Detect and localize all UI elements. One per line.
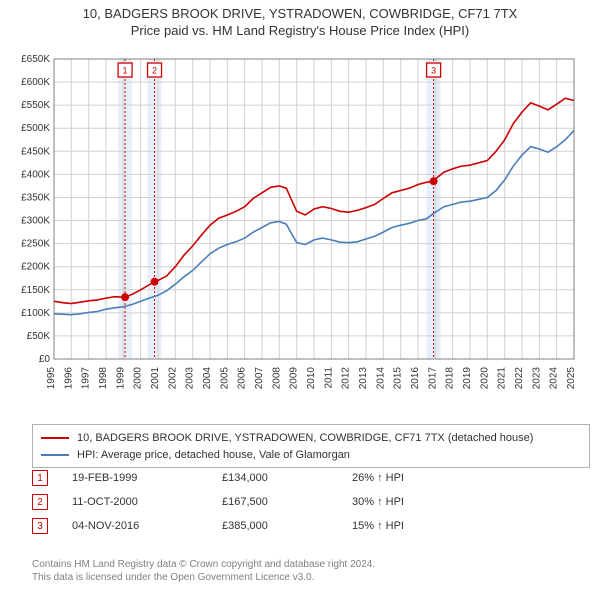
sale-badge-3: 3: [32, 518, 48, 534]
legend-swatch-property: [41, 437, 69, 439]
svg-text:2019: 2019: [462, 367, 473, 390]
title-line-1: 10, BADGERS BROOK DRIVE, YSTRADOWEN, COW…: [10, 6, 590, 21]
svg-text:£350K: £350K: [21, 192, 50, 203]
legend-label-hpi: HPI: Average price, detached house, Vale…: [77, 449, 350, 461]
svg-text:£550K: £550K: [21, 100, 50, 111]
legend-row-property: 10, BADGERS BROOK DRIVE, YSTRADOWEN, COW…: [41, 429, 581, 446]
svg-text:2011: 2011: [323, 367, 334, 389]
svg-text:3: 3: [431, 66, 436, 76]
legend-label-property: 10, BADGERS BROOK DRIVE, YSTRADOWEN, COW…: [77, 432, 533, 444]
legend-box: 10, BADGERS BROOK DRIVE, YSTRADOWEN, COW…: [32, 424, 590, 468]
svg-text:2000: 2000: [133, 367, 144, 390]
svg-text:2001: 2001: [150, 367, 161, 390]
chart-title-block: 10, BADGERS BROOK DRIVE, YSTRADOWEN, COW…: [0, 0, 600, 40]
sale-price-3: £385,000: [222, 520, 352, 532]
sale-pct-3: 15% ↑ HPI: [352, 520, 472, 532]
footer-line-2: This data is licensed under the Open Gov…: [32, 571, 590, 584]
footer-line-1: Contains HM Land Registry data © Crown c…: [32, 558, 590, 571]
svg-text:£400K: £400K: [21, 169, 50, 180]
price-chart: £0 £50K £100K £150K £200K £250K £300K £350K £400…: [10, 52, 580, 416]
svg-text:2025: 2025: [566, 367, 577, 390]
svg-text:2003: 2003: [185, 367, 196, 390]
svg-text:2: 2: [152, 66, 157, 76]
svg-text:£200K: £200K: [21, 262, 50, 273]
sale-date-3: 04-NOV-2016: [72, 520, 222, 532]
chart-svg: £0 £50K £100K £150K £200K £250K £300K £350K £400…: [10, 52, 580, 416]
sales-row-1: 1 19-FEB-1999 £134,000 26% ↑ HPI: [32, 466, 590, 490]
svg-text:1999: 1999: [115, 367, 126, 390]
title-line-2: Price paid vs. HM Land Registry's House …: [10, 23, 590, 38]
svg-text:£100K: £100K: [21, 308, 50, 319]
svg-text:2015: 2015: [393, 367, 404, 390]
svg-text:£500K: £500K: [21, 123, 50, 134]
sales-row-3: 3 04-NOV-2016 £385,000 15% ↑ HPI: [32, 514, 590, 538]
svg-text:2009: 2009: [289, 367, 300, 390]
sale-date-1: 19-FEB-1999: [72, 472, 222, 484]
svg-text:2010: 2010: [306, 367, 317, 390]
svg-text:£0: £0: [39, 354, 51, 365]
sales-row-2: 2 11-OCT-2000 £167,500 30% ↑ HPI: [32, 490, 590, 514]
svg-text:£600K: £600K: [21, 77, 50, 88]
sale-date-2: 11-OCT-2000: [72, 496, 222, 508]
svg-text:2012: 2012: [341, 367, 352, 390]
svg-text:2005: 2005: [219, 367, 230, 390]
legend-swatch-hpi: [41, 454, 69, 456]
sale-pct-1: 26% ↑ HPI: [352, 472, 472, 484]
svg-text:2013: 2013: [358, 367, 369, 390]
svg-text:2002: 2002: [167, 367, 178, 390]
svg-text:1997: 1997: [81, 367, 92, 390]
svg-text:£650K: £650K: [21, 54, 50, 65]
svg-text:£50K: £50K: [27, 331, 51, 342]
svg-text:1996: 1996: [63, 367, 74, 390]
svg-text:2017: 2017: [427, 367, 438, 390]
sale-price-2: £167,500: [222, 496, 352, 508]
sale-badge-1: 1: [32, 470, 48, 486]
svg-text:2004: 2004: [202, 367, 213, 390]
legend-row-hpi: HPI: Average price, detached house, Vale…: [41, 446, 581, 463]
svg-text:£450K: £450K: [21, 146, 50, 157]
footer-attribution: Contains HM Land Registry data © Crown c…: [32, 558, 590, 584]
svg-text:2014: 2014: [375, 367, 386, 390]
svg-text:2008: 2008: [271, 367, 282, 390]
svg-text:2021: 2021: [497, 367, 508, 390]
svg-text:2016: 2016: [410, 367, 421, 390]
sale-price-1: £134,000: [222, 472, 352, 484]
svg-text:2020: 2020: [479, 367, 490, 390]
svg-text:2022: 2022: [514, 367, 525, 390]
svg-text:1: 1: [123, 66, 128, 76]
svg-text:2018: 2018: [445, 367, 456, 390]
sale-pct-2: 30% ↑ HPI: [352, 496, 472, 508]
svg-text:2024: 2024: [549, 367, 560, 390]
svg-text:1998: 1998: [98, 367, 109, 390]
svg-text:£150K: £150K: [21, 285, 50, 296]
sale-badge-2: 2: [32, 494, 48, 510]
svg-text:2023: 2023: [531, 367, 542, 390]
svg-text:2006: 2006: [237, 367, 248, 390]
svg-text:£300K: £300K: [21, 216, 50, 227]
svg-text:1995: 1995: [46, 367, 57, 390]
sales-table: 1 19-FEB-1999 £134,000 26% ↑ HPI 2 11-OC…: [32, 466, 590, 538]
svg-text:£250K: £250K: [21, 239, 50, 250]
svg-text:2007: 2007: [254, 367, 265, 390]
